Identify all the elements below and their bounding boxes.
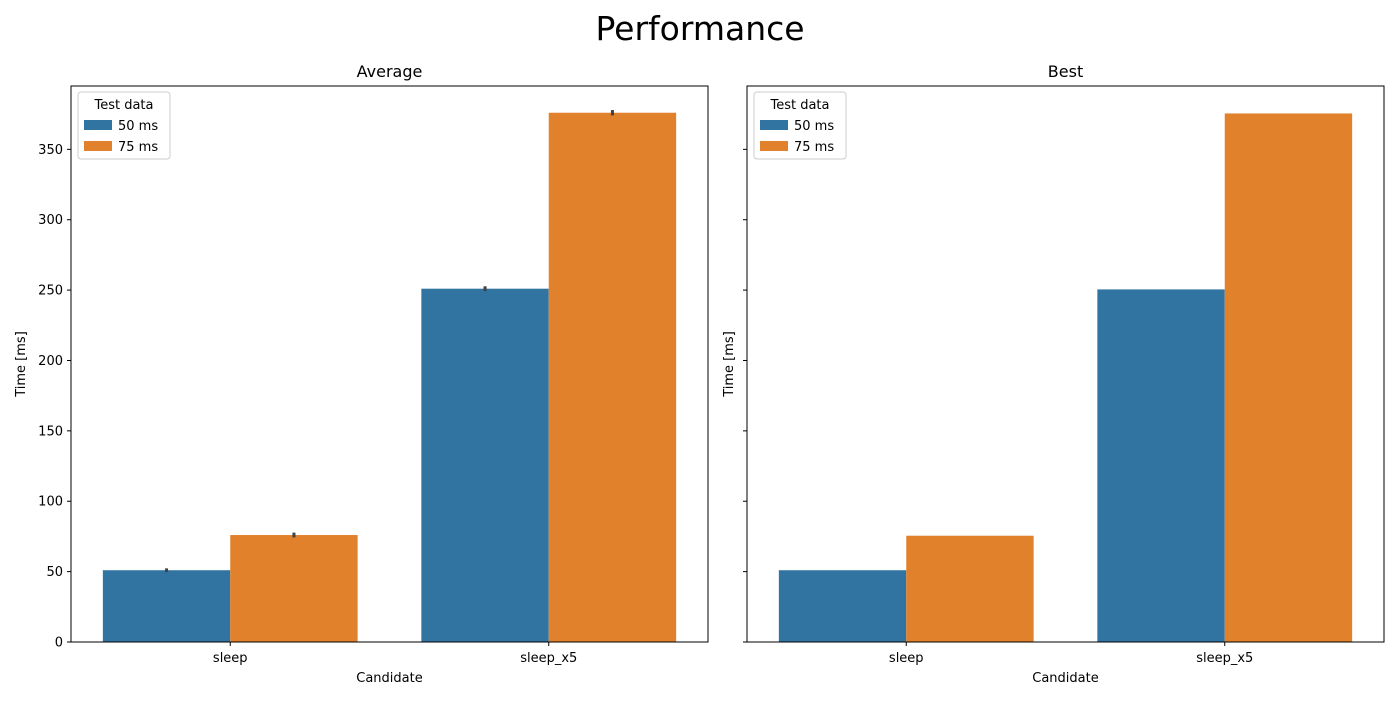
- legend-title: Test data: [93, 98, 153, 113]
- subplot-title: Best: [1048, 62, 1083, 81]
- legend-entry: 75 ms: [118, 140, 158, 155]
- bar-50ms-sleep: [102, 570, 231, 642]
- legend-entry: 50 ms: [794, 119, 834, 134]
- legend-entry: 75 ms: [794, 140, 834, 155]
- legend-swatch: [760, 120, 788, 130]
- bar-50ms-sleep_x5: [1097, 289, 1225, 642]
- legend-entry: 50 ms: [118, 119, 158, 134]
- y-axis-label: Time [ms]: [722, 331, 737, 398]
- x-tick-label: sleep: [889, 651, 924, 666]
- legend-title: Test data: [769, 98, 829, 113]
- y-tick-label: 250: [38, 284, 63, 299]
- y-tick-label: 0: [55, 636, 63, 651]
- x-tick-label: sleep: [213, 651, 248, 666]
- legend-swatch: [760, 141, 788, 151]
- bar-75ms-sleep_x5: [548, 112, 677, 642]
- bar-50ms-sleep_x5: [421, 288, 549, 642]
- x-axis-label: Candidate: [356, 671, 422, 686]
- subplot-average: Average 0 50 100 150 200 250 300 350 sleep sleep_x…: [14, 62, 709, 686]
- bar-75ms-sleep_x5: [1224, 113, 1353, 642]
- legend: Test data 50 ms 75 ms: [753, 91, 847, 160]
- figure-title: Performance: [595, 9, 804, 48]
- x-axis-label: Candidate: [1032, 671, 1098, 686]
- axes-frame: [70, 85, 709, 643]
- bar-50ms-sleep: [778, 570, 907, 642]
- legend-swatch: [84, 141, 112, 151]
- y-tick-label: 300: [38, 213, 63, 228]
- legend: Test data 50 ms 75 ms: [77, 91, 171, 160]
- y-tick-label: 100: [38, 495, 63, 510]
- y-tick-label: 50: [46, 565, 63, 580]
- x-tick-label: sleep_x5: [520, 651, 577, 666]
- bar-75ms-sleep: [230, 535, 358, 642]
- x-tick-label: sleep_x5: [1196, 651, 1253, 666]
- legend-swatch: [84, 120, 112, 130]
- y-axis-label: Time [ms]: [14, 331, 29, 398]
- y-tick-label: 200: [38, 354, 63, 369]
- axes-frame: [746, 85, 1385, 643]
- subplot-best: Best sleep sleep_x5 Candidate Time [ms] Test …: [722, 62, 1385, 686]
- subplot-title: Average: [357, 62, 423, 81]
- bar-75ms-sleep: [906, 535, 1034, 642]
- y-tick-label: 150: [38, 424, 63, 439]
- y-tick-label: 350: [38, 143, 63, 158]
